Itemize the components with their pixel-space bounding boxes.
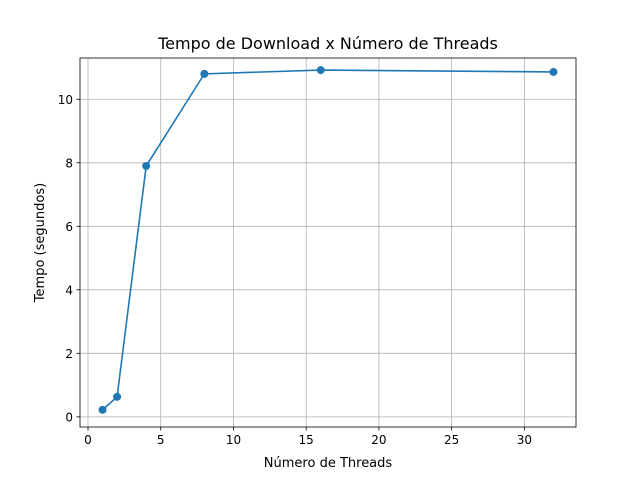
x-axis-label: Número de Threads xyxy=(264,456,393,471)
y-tick-label: 4 xyxy=(65,283,73,297)
chart-title: Tempo de Download x Número de Threads xyxy=(157,34,498,53)
series xyxy=(98,66,558,414)
plot-frame xyxy=(79,57,577,428)
data-point xyxy=(549,67,558,76)
x-tick-label: 30 xyxy=(517,433,532,447)
axis-ticks: 0 5 10 15 20 25 30 0 2 4 6 8 10 xyxy=(58,93,532,447)
grid xyxy=(80,58,576,427)
data-point xyxy=(113,392,122,401)
data-point xyxy=(142,161,151,170)
x-tick-label: 5 xyxy=(157,433,165,447)
x-tick-label: 15 xyxy=(299,433,314,447)
data-point xyxy=(316,66,325,75)
data-point xyxy=(98,405,107,414)
data-point xyxy=(200,69,209,78)
y-tick-label: 0 xyxy=(65,410,73,424)
x-tick-label: 0 xyxy=(84,433,92,447)
y-tick-label: 6 xyxy=(65,220,73,234)
y-axis-label: Tempo (segundos) xyxy=(33,183,48,303)
x-tick-label: 20 xyxy=(371,433,386,447)
x-tick-label: 10 xyxy=(226,433,241,447)
y-tick-label: 2 xyxy=(65,347,73,361)
y-tick-label: 8 xyxy=(65,156,73,170)
x-tick-label: 25 xyxy=(444,433,459,447)
y-tick-label: 10 xyxy=(58,93,73,107)
